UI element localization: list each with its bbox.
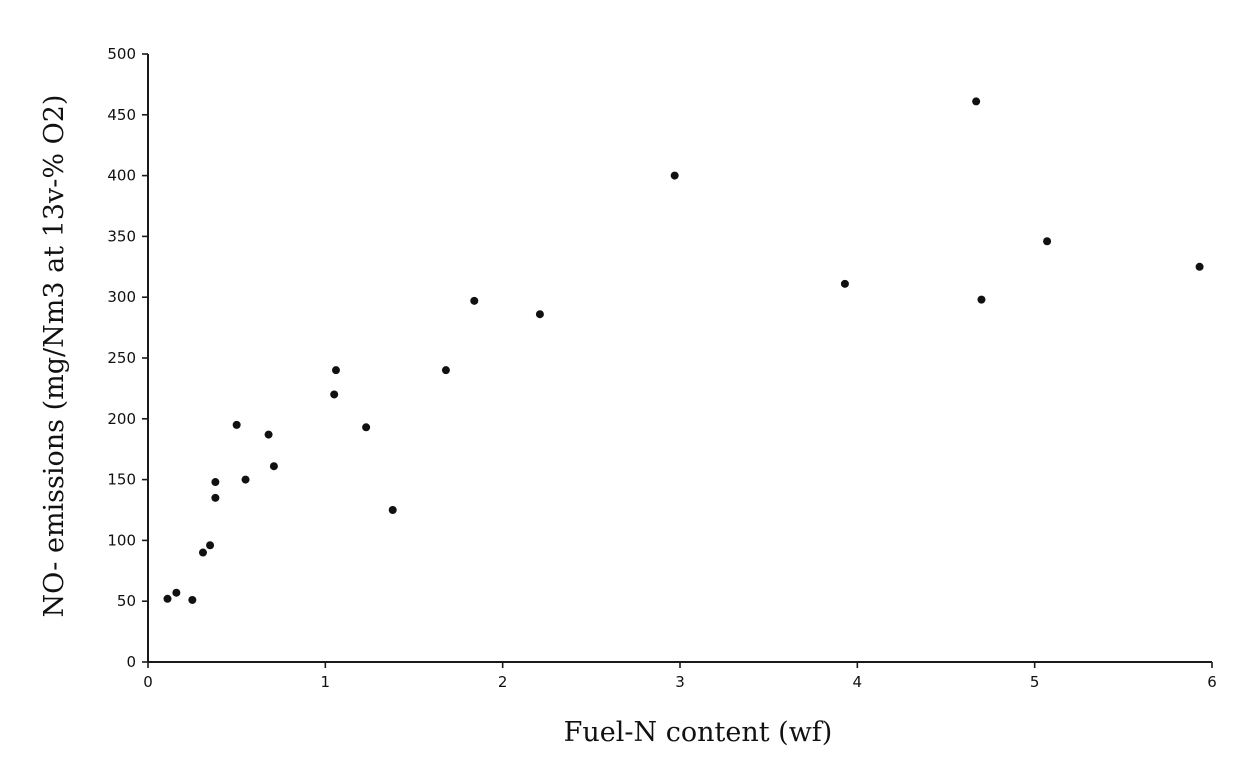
- data-point: [1043, 237, 1052, 246]
- y-axis-title: NO- emissions (mg/Nm3 at 13v-% O2): [39, 95, 70, 618]
- y-tick-label: 250: [107, 349, 136, 367]
- data-point: [172, 588, 181, 597]
- y-tick-label: 500: [107, 45, 136, 63]
- data-point: [206, 541, 215, 550]
- data-point: [241, 475, 250, 484]
- data-point: [840, 279, 849, 288]
- data-point: [977, 295, 986, 304]
- data-point: [535, 310, 544, 319]
- y-tick-label: 150: [107, 471, 136, 489]
- axes-layer: [147, 54, 1212, 663]
- points-layer: [163, 97, 1204, 604]
- y-tick-label: 200: [107, 410, 136, 428]
- data-point: [269, 462, 278, 471]
- x-tick-label: 4: [853, 673, 863, 691]
- y-tick-label: 400: [107, 167, 136, 185]
- data-point: [264, 430, 273, 439]
- data-point: [1195, 262, 1204, 271]
- y-tick-label: 0: [126, 653, 136, 671]
- x-tick-label: 3: [675, 673, 685, 691]
- data-point: [211, 493, 220, 502]
- y-tick-label: 300: [107, 288, 136, 306]
- data-point: [163, 594, 172, 603]
- y-tick-label: 100: [107, 531, 136, 549]
- data-point: [972, 97, 981, 106]
- ticks-layer: 0 1 2 3 4 5 6 0 50 100 150 200 250 300 350 400 450 500: [107, 45, 1216, 691]
- y-tick-label: 50: [117, 592, 136, 610]
- data-point: [388, 506, 397, 514]
- data-point: [470, 296, 479, 305]
- data-point: [211, 478, 220, 487]
- data-point: [232, 420, 241, 429]
- data-point: [441, 366, 450, 375]
- data-point: [670, 171, 679, 180]
- x-axis-title: Fuel-N content (wf): [564, 717, 833, 748]
- data-point: [331, 366, 340, 375]
- x-tick-label: 0: [143, 673, 153, 691]
- y-tick-label: 350: [107, 227, 136, 245]
- y-tick-label: 450: [107, 106, 136, 124]
- x-tick-label: 6: [1207, 673, 1217, 691]
- data-point: [198, 548, 207, 557]
- x-tick-label: 1: [321, 673, 331, 691]
- x-tick-label: 2: [498, 673, 508, 691]
- data-point: [330, 390, 339, 399]
- data-point: [188, 595, 197, 604]
- x-tick-label: 5: [1030, 673, 1040, 691]
- data-point: [362, 423, 371, 432]
